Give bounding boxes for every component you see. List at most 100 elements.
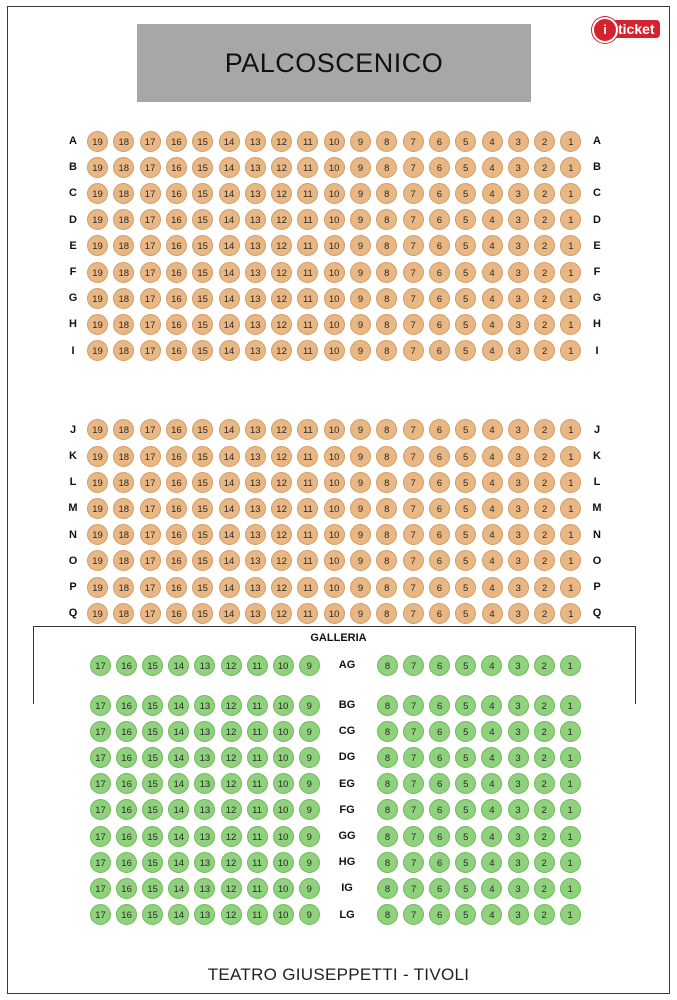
seat[interactable]: 14 xyxy=(218,130,240,152)
seat[interactable]: 10 xyxy=(272,720,294,742)
seat[interactable]: 1 xyxy=(560,313,582,335)
seat[interactable]: 3 xyxy=(507,130,529,152)
seat[interactable]: 9 xyxy=(350,340,371,362)
seat[interactable]: 17 xyxy=(139,261,161,283)
seat[interactable]: 4 xyxy=(481,445,503,467)
seat[interactable]: 19 xyxy=(87,261,108,283)
seat[interactable]: 8 xyxy=(376,602,398,624)
seat[interactable]: 16 xyxy=(165,419,187,441)
seat[interactable]: 3 xyxy=(507,156,529,178)
seat[interactable]: 13 xyxy=(244,602,266,624)
seat[interactable]: 5 xyxy=(455,825,477,847)
seat[interactable]: 2 xyxy=(534,287,556,309)
seat[interactable]: 7 xyxy=(402,235,424,257)
seat[interactable]: 1 xyxy=(560,524,582,546)
seat[interactable]: 1 xyxy=(559,694,581,716)
seat[interactable]: 9 xyxy=(350,445,371,467)
seat[interactable]: 9 xyxy=(350,156,371,178)
seat[interactable]: 12 xyxy=(271,576,293,598)
seat[interactable]: 2 xyxy=(534,524,556,546)
seat[interactable]: 18 xyxy=(113,287,135,309)
seat[interactable]: 4 xyxy=(481,287,503,309)
seat[interactable]: 16 xyxy=(116,825,138,847)
seat[interactable]: 15 xyxy=(192,235,214,257)
seat[interactable]: 5 xyxy=(455,287,477,309)
seat[interactable]: 16 xyxy=(165,182,187,204)
seat[interactable]: 7 xyxy=(403,851,425,873)
seat[interactable]: 6 xyxy=(429,877,451,899)
seat[interactable]: 4 xyxy=(481,524,503,546)
seat[interactable]: 6 xyxy=(428,524,450,546)
seat[interactable]: 14 xyxy=(168,720,190,742)
seat[interactable]: 17 xyxy=(90,825,111,847)
seat[interactable]: 10 xyxy=(323,445,345,467)
seat[interactable]: 4 xyxy=(481,877,503,899)
seat[interactable]: 11 xyxy=(246,694,268,716)
seat[interactable]: 18 xyxy=(113,235,135,257)
seat[interactable]: 6 xyxy=(428,287,450,309)
seat[interactable]: 3 xyxy=(507,904,529,926)
seat[interactable]: 18 xyxy=(113,313,135,335)
seat[interactable]: 7 xyxy=(403,654,425,676)
seat[interactable]: 8 xyxy=(376,471,398,493)
seat[interactable]: 6 xyxy=(428,602,450,624)
seat[interactable]: 8 xyxy=(376,419,398,441)
seat[interactable]: 6 xyxy=(428,130,450,152)
seat[interactable]: 15 xyxy=(142,825,164,847)
seat[interactable]: 10 xyxy=(323,419,345,441)
seat[interactable]: 5 xyxy=(455,340,477,362)
seat[interactable]: 18 xyxy=(113,602,135,624)
seat[interactable]: 12 xyxy=(271,340,293,362)
seat[interactable]: 3 xyxy=(507,497,529,519)
seat[interactable]: 14 xyxy=(218,602,240,624)
seat[interactable]: 16 xyxy=(165,471,187,493)
seat[interactable]: 2 xyxy=(534,471,556,493)
seat[interactable]: 3 xyxy=(507,550,529,572)
seat[interactable]: 19 xyxy=(87,602,108,624)
seat[interactable]: 16 xyxy=(165,497,187,519)
seat[interactable]: 1 xyxy=(560,445,582,467)
seat[interactable]: 9 xyxy=(298,825,320,847)
seat[interactable]: 2 xyxy=(533,799,555,821)
seat[interactable]: 3 xyxy=(507,182,529,204)
seat[interactable]: 3 xyxy=(507,851,529,873)
seat[interactable]: 14 xyxy=(168,746,190,768)
seat[interactable]: 16 xyxy=(165,602,187,624)
seat[interactable]: 16 xyxy=(165,156,187,178)
seat[interactable]: 2 xyxy=(534,209,556,231)
seat[interactable]: 17 xyxy=(90,904,111,926)
seat[interactable]: 1 xyxy=(560,419,582,441)
seat[interactable]: 10 xyxy=(272,799,294,821)
seat[interactable]: 6 xyxy=(428,340,450,362)
seat[interactable]: 4 xyxy=(481,799,503,821)
seat[interactable]: 1 xyxy=(560,235,582,257)
seat[interactable]: 14 xyxy=(168,904,190,926)
seat[interactable]: 11 xyxy=(297,182,319,204)
seat[interactable]: 17 xyxy=(139,287,161,309)
seat[interactable]: 12 xyxy=(220,877,242,899)
seat[interactable]: 18 xyxy=(113,445,135,467)
seat[interactable]: 2 xyxy=(534,182,556,204)
seat[interactable]: 16 xyxy=(165,340,187,362)
seat[interactable]: 5 xyxy=(455,209,477,231)
seat[interactable]: 15 xyxy=(192,602,214,624)
seat[interactable]: 18 xyxy=(113,209,135,231)
seat[interactable]: 1 xyxy=(560,497,582,519)
seat[interactable]: 19 xyxy=(87,235,108,257)
seat[interactable]: 1 xyxy=(560,471,582,493)
seat[interactable]: 18 xyxy=(113,497,135,519)
seat[interactable]: 11 xyxy=(246,746,268,768)
seat[interactable]: 19 xyxy=(87,550,108,572)
seat[interactable]: 11 xyxy=(297,287,319,309)
seat[interactable]: 11 xyxy=(297,419,319,441)
seat[interactable]: 10 xyxy=(323,209,345,231)
seat[interactable]: 15 xyxy=(142,877,164,899)
seat[interactable]: 11 xyxy=(297,471,319,493)
seat[interactable]: 15 xyxy=(192,209,214,231)
seat[interactable]: 18 xyxy=(113,524,135,546)
seat[interactable]: 4 xyxy=(481,904,503,926)
seat[interactable]: 7 xyxy=(403,746,425,768)
seat[interactable]: 16 xyxy=(165,313,187,335)
seat[interactable]: 7 xyxy=(402,445,424,467)
seat[interactable]: 2 xyxy=(534,156,556,178)
